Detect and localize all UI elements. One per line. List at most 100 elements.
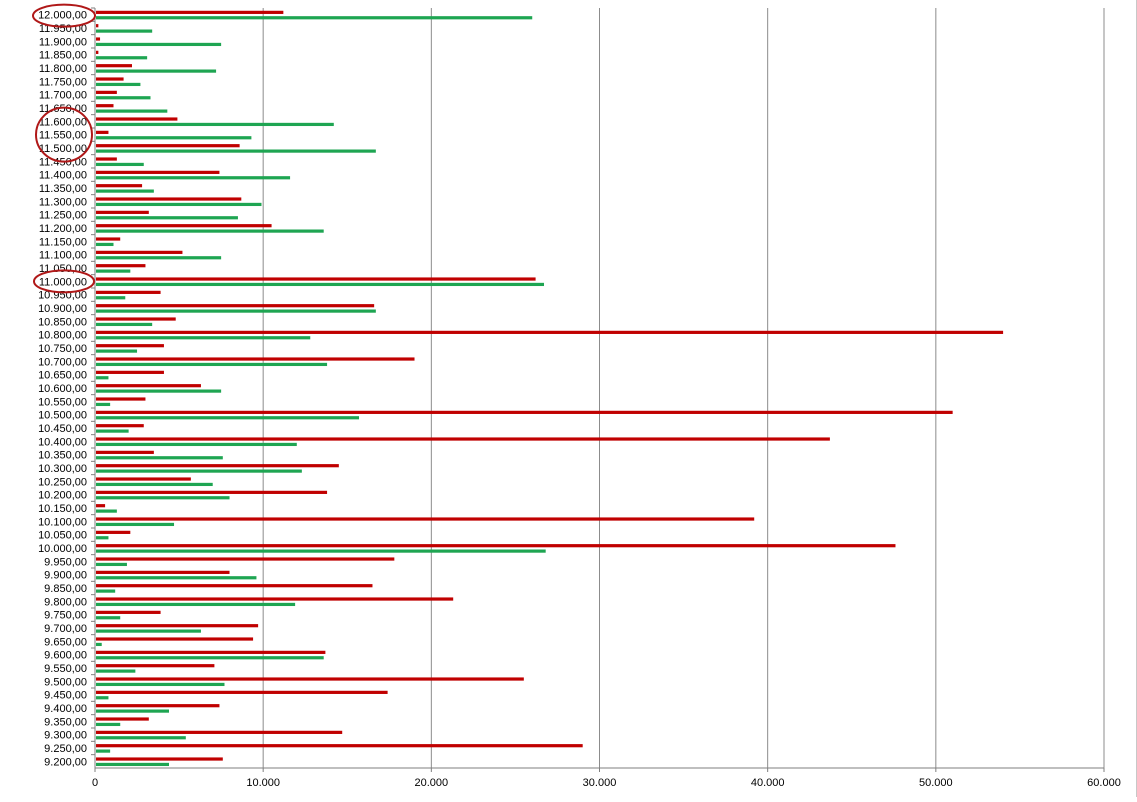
y-tick-label: 10.750,00	[38, 343, 87, 355]
red-series-bar	[96, 637, 254, 641]
green-series-bar	[96, 122, 334, 127]
green-series-bar	[96, 549, 546, 553]
green-series-bar	[96, 309, 376, 313]
y-tick-label: 9.200,00	[44, 756, 87, 768]
red-series-bar	[96, 197, 242, 201]
green-series-bar	[96, 96, 151, 100]
red-series-bar	[96, 24, 99, 28]
y-tick-label: 11.700,00	[39, 90, 87, 102]
red-series-bar	[96, 317, 176, 321]
y-tick-label: 10.400,00	[38, 436, 87, 448]
highlight-circles	[32, 3, 96, 294]
green-series-bar	[96, 256, 222, 260]
green-series-bar	[96, 642, 102, 647]
y-tick-label: 10.700,00	[38, 356, 87, 368]
red-series-bar	[96, 250, 183, 254]
red-series-bar	[96, 717, 149, 721]
y-tick-labels: 9.200,009.250,009.300,00 9.350,009.400,00…	[38, 10, 87, 769]
y-tick-label: 10.800,00	[38, 330, 87, 342]
y-tick-label: 11.800,00	[39, 63, 87, 75]
x-tick-label: 60.000	[1087, 777, 1121, 789]
green-series-bar	[96, 509, 117, 513]
red-series-bar	[96, 10, 284, 14]
y-tick-label: 11.900,00	[39, 36, 87, 48]
red-series-bar	[96, 37, 101, 41]
green-series-bar	[96, 269, 131, 273]
green-series-bar	[96, 736, 186, 740]
red-series-bar	[96, 370, 164, 374]
red-series-bar	[96, 184, 143, 188]
green-series-bar	[96, 722, 121, 727]
y-tick-label: 9.850,00	[44, 583, 87, 595]
y-tick-label: 11.350,00	[39, 183, 87, 195]
y-tick-label: 9.400,00	[44, 703, 87, 715]
green-series-bar	[96, 522, 175, 527]
red-series-bar	[96, 464, 339, 468]
gridlines	[91, 7, 1105, 772]
green-series-bar	[96, 56, 148, 60]
red-series-bar	[96, 237, 121, 241]
red-series-bar	[96, 397, 146, 401]
green-series-bar	[96, 602, 296, 607]
red-series-bar	[96, 277, 536, 281]
red-series-bar	[96, 584, 373, 588]
green-series-bar	[96, 16, 533, 20]
red-series-bar	[96, 117, 178, 121]
y-tick-label: 9.550,00	[44, 663, 87, 675]
green-series-bar	[96, 296, 126, 300]
green-series-bar	[96, 416, 360, 420]
green-series-bar	[96, 536, 109, 540]
y-tick-label: 9.650,00	[44, 636, 87, 648]
y-tick-label: 11.200,00	[39, 223, 87, 235]
green-series-bar	[96, 149, 376, 153]
red-series-bar	[96, 477, 191, 481]
green-series-bar	[96, 242, 114, 247]
y-tick-label: 11.300,00	[39, 196, 87, 208]
green-series-bar	[96, 176, 291, 180]
red-series-bar	[96, 157, 117, 161]
red-series-bar	[96, 664, 215, 668]
green-series-bar	[96, 109, 168, 113]
y-tick-label: 9.250,00	[44, 743, 87, 755]
red-series-bar	[96, 104, 114, 108]
green-series-bar	[96, 29, 153, 33]
y-tick-label: 9.300,00	[44, 730, 87, 742]
y-tick-label: 11.750,00	[39, 76, 87, 88]
green-series-bar	[96, 456, 223, 460]
y-tick-label: 10.900,00	[38, 303, 87, 315]
y-tick-label: 10.450,00	[38, 423, 87, 435]
y-tick-label: 11.150,00	[39, 236, 87, 248]
green-series-bar	[96, 616, 121, 620]
x-tick-label: 20.000	[415, 777, 449, 789]
red-series-bar	[96, 437, 830, 441]
green-series-bar	[96, 282, 545, 287]
highlight-ellipse	[32, 3, 96, 28]
y-tick-label: 9.750,00	[44, 610, 87, 622]
y-tick-label: 11.650,00	[39, 103, 87, 115]
red-series-bar	[96, 570, 230, 574]
y-tick-label: 10.100,00	[38, 516, 87, 528]
red-series-bar	[96, 557, 395, 561]
green-series-bar	[96, 656, 324, 660]
green-series-bar	[96, 576, 257, 580]
green-series-bar	[96, 442, 297, 447]
red-series-bar	[96, 650, 326, 654]
green-series-bar	[96, 589, 116, 593]
green-series-bar	[96, 709, 169, 713]
green-series-bar	[96, 402, 111, 407]
y-tick-label: 11.100,00	[39, 250, 87, 262]
y-tick-label: 12.000,00	[38, 10, 87, 22]
red-series-bar	[96, 264, 146, 268]
red-series-bar	[96, 224, 272, 228]
y-tick-label: 11.550,00	[39, 130, 87, 142]
red-series-bar	[96, 424, 144, 428]
x-tick-labels: 0 10.000 20.000 30.000 40.000 50.000 60.000	[92, 777, 1121, 789]
y-tick-label: 10.150,00	[38, 503, 87, 515]
green-series-bar	[96, 696, 109, 700]
y-tick-label: 10.500,00	[38, 410, 87, 422]
red-series-bar	[96, 704, 220, 708]
y-tick-label: 10.250,00	[38, 476, 87, 488]
red-series-bar	[96, 597, 454, 601]
y-tick-label: 11.400,00	[39, 170, 87, 182]
